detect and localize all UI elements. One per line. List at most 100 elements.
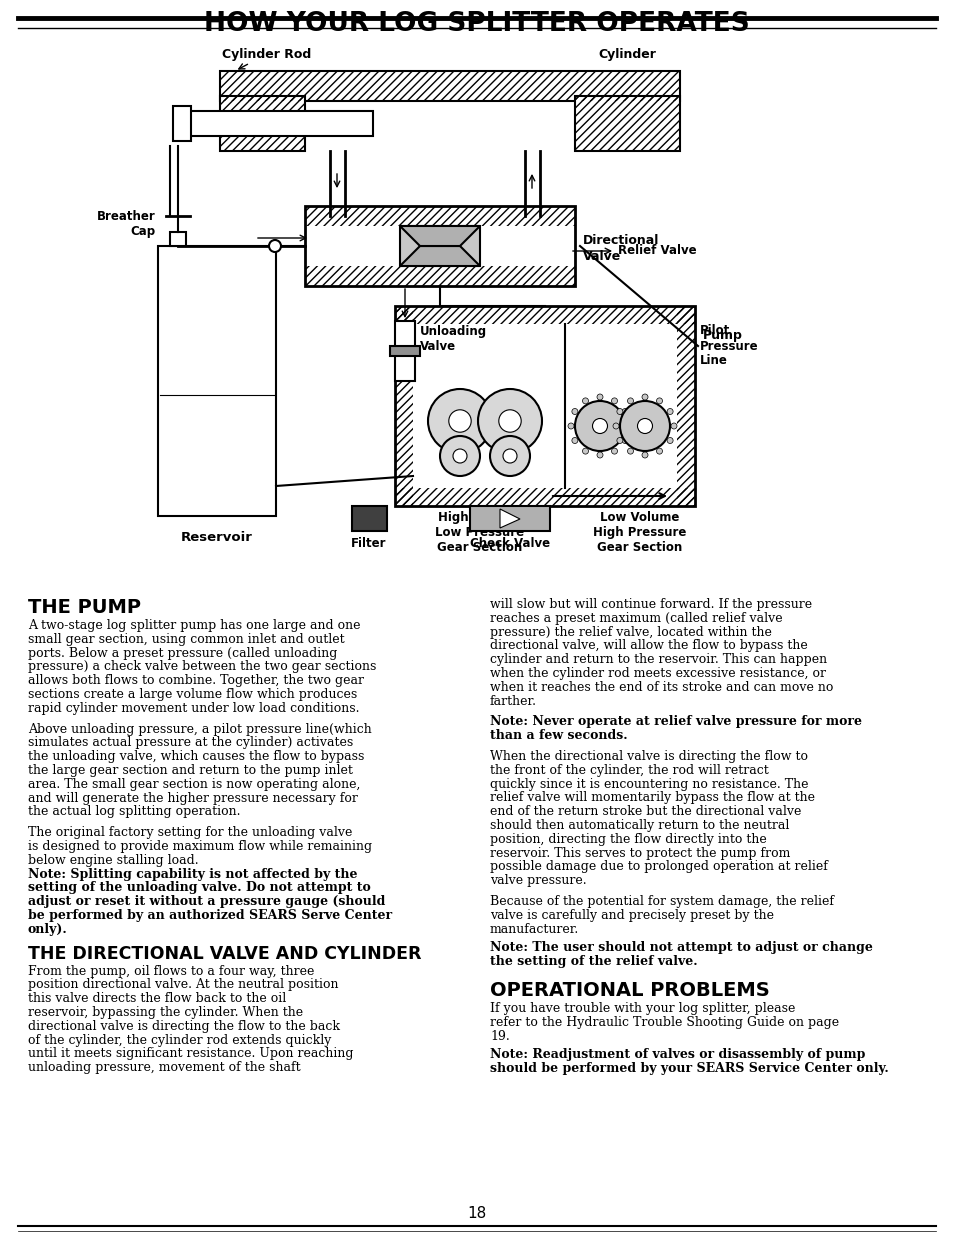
Text: Note: Readjustment of valves or disassembly of pump: Note: Readjustment of valves or disassem… [490,1048,864,1062]
Text: this valve directs the flow back to the oil: this valve directs the flow back to the … [28,992,286,1006]
Bar [220,71,679,101]
Bar [390,346,419,356]
Circle shape [619,401,669,451]
Text: is designed to provide maximum flow while remaining: is designed to provide maximum flow whil… [28,840,372,854]
Circle shape [575,401,624,451]
Text: of the cylinder, the cylinder rod extends quickly: of the cylinder, the cylinder rod extend… [28,1034,331,1047]
Circle shape [611,397,617,404]
Text: Low Volume
High Pressure
Gear Section: Low Volume High Pressure Gear Section [593,511,686,554]
Text: From the pump, oil flows to a four way, three: From the pump, oil flows to a four way, … [28,964,314,978]
Text: reaches a preset maximum (called relief valve: reaches a preset maximum (called relief … [490,612,781,624]
Circle shape [656,449,661,454]
Text: unloading pressure, movement of the shaft: unloading pressure, movement of the shaf… [28,1062,300,1074]
Bar [220,71,679,101]
Circle shape [637,419,652,434]
Text: Filter: Filter [351,537,386,549]
Text: Note: Splitting capability is not affected by the: Note: Splitting capability is not affect… [28,867,357,881]
Text: simulates actual pressure at the cylinder) activates: simulates actual pressure at the cylinde… [28,736,353,749]
Circle shape [621,409,627,415]
Text: the actual log splitting operation.: the actual log splitting operation. [28,805,240,819]
Bar [395,307,695,506]
Polygon shape [499,510,519,528]
Bar [395,307,413,506]
Text: refer to the Hydraulic Trouble Shooting Guide on page: refer to the Hydraulic Trouble Shooting … [490,1015,839,1029]
Circle shape [617,409,622,415]
Circle shape [453,449,467,464]
Text: end of the return stroke but the directional valve: end of the return stroke but the directi… [490,805,801,819]
Text: manufacturer.: manufacturer. [490,922,578,936]
Circle shape [439,436,479,476]
Text: only).: only). [28,923,68,936]
Circle shape [490,436,530,476]
Text: when it reaches the end of its stroke and can move no: when it reaches the end of its stroke an… [490,680,833,694]
Text: HOW YOUR LOG SPLITTER OPERATES: HOW YOUR LOG SPLITTER OPERATES [204,11,749,37]
Bar [158,245,275,516]
Text: the front of the cylinder, the rod will retract: the front of the cylinder, the rod will … [490,764,768,776]
Text: Because of the potential for system damage, the relief: Because of the potential for system dama… [490,895,833,908]
Text: reservoir, bypassing the cylinder. When the: reservoir, bypassing the cylinder. When … [28,1006,303,1019]
Text: until it meets significant resistance. Upon reaching: until it meets significant resistance. U… [28,1048,354,1060]
Text: allows both flows to combine. Together, the two gear: allows both flows to combine. Together, … [28,674,364,688]
Text: A two-stage log splitter pump has one large and one: A two-stage log splitter pump has one la… [28,619,360,632]
Bar [170,232,186,245]
Text: Directional: Directional [582,233,659,247]
Text: The original factory setting for the unloading valve: The original factory setting for the unl… [28,826,352,840]
Bar [172,106,191,141]
Text: Relief Valve: Relief Valve [618,244,696,258]
Polygon shape [399,245,479,265]
Circle shape [567,422,574,429]
Circle shape [613,422,618,429]
Circle shape [666,409,673,415]
Text: the setting of the relief valve.: the setting of the relief valve. [490,956,697,968]
Circle shape [641,394,647,400]
Text: setting of the unloading valve. Do not attempt to: setting of the unloading valve. Do not a… [28,881,371,895]
Bar [395,321,415,381]
Circle shape [582,449,588,454]
Text: reservoir. This serves to protect the pump from: reservoir. This serves to protect the pu… [490,846,789,860]
Text: Line: Line [700,355,727,368]
Text: If you have trouble with your log splitter, please: If you have trouble with your log splitt… [490,1002,795,1015]
Circle shape [670,422,677,429]
Circle shape [611,449,617,454]
Text: directional valve, will allow the flow to bypass the: directional valve, will allow the flow t… [490,639,807,653]
Text: Valve: Valve [582,249,620,263]
Text: be performed by an authorized SEARS Serve Center: be performed by an authorized SEARS Serv… [28,910,392,922]
Circle shape [627,397,633,404]
Text: pressure) a check valve between the two gear sections: pressure) a check valve between the two … [28,660,376,673]
Bar [305,206,575,287]
Text: OPERATIONAL PROBLEMS: OPERATIONAL PROBLEMS [490,981,769,1001]
Circle shape [428,389,492,454]
Text: area. The small gear section is now operating alone,: area. The small gear section is now oper… [28,778,360,791]
Text: cylinder and return to the reservoir. This can happen: cylinder and return to the reservoir. Th… [490,653,826,667]
Bar [399,226,479,265]
Bar [395,307,695,324]
Text: below engine stalling load.: below engine stalling load. [28,854,198,867]
Text: relief valve will momentarily bypass the flow at the: relief valve will momentarily bypass the… [490,791,814,805]
Circle shape [571,437,578,444]
Text: Breather
Cap: Breather Cap [97,211,156,238]
Circle shape [571,409,578,415]
Text: should then automatically return to the neutral: should then automatically return to the … [490,819,788,832]
Bar [575,96,679,151]
Text: High Volume
Low Pressure
Gear Section: High Volume Low Pressure Gear Section [435,511,524,554]
Text: should be performed by your SEARS Service Center only.: should be performed by your SEARS Servic… [490,1062,888,1075]
Circle shape [448,410,471,432]
Bar [677,307,695,506]
Text: the unloading valve, which causes the flow to bypass: the unloading valve, which causes the fl… [28,750,364,764]
Bar [575,96,679,151]
Text: and will generate the higher pressure necessary for: and will generate the higher pressure ne… [28,791,357,805]
Bar [178,111,373,136]
Text: farther.: farther. [490,694,537,708]
Text: the large gear section and return to the pump inlet: the large gear section and return to the… [28,764,353,778]
Bar [470,506,550,531]
Text: small gear section, using common inlet and outlet: small gear section, using common inlet a… [28,633,344,645]
Text: Unloading: Unloading [419,324,487,338]
Text: Reservoir: Reservoir [181,531,253,545]
Text: directional valve is directing the flow to the back: directional valve is directing the flow … [28,1019,339,1033]
Text: than a few seconds.: than a few seconds. [490,729,627,743]
Text: valve pressure.: valve pressure. [490,875,586,887]
Text: Valve: Valve [419,339,456,353]
Text: possible damage due to prolonged operation at relief: possible damage due to prolonged operati… [490,861,827,873]
Circle shape [477,389,541,454]
Circle shape [625,422,631,429]
